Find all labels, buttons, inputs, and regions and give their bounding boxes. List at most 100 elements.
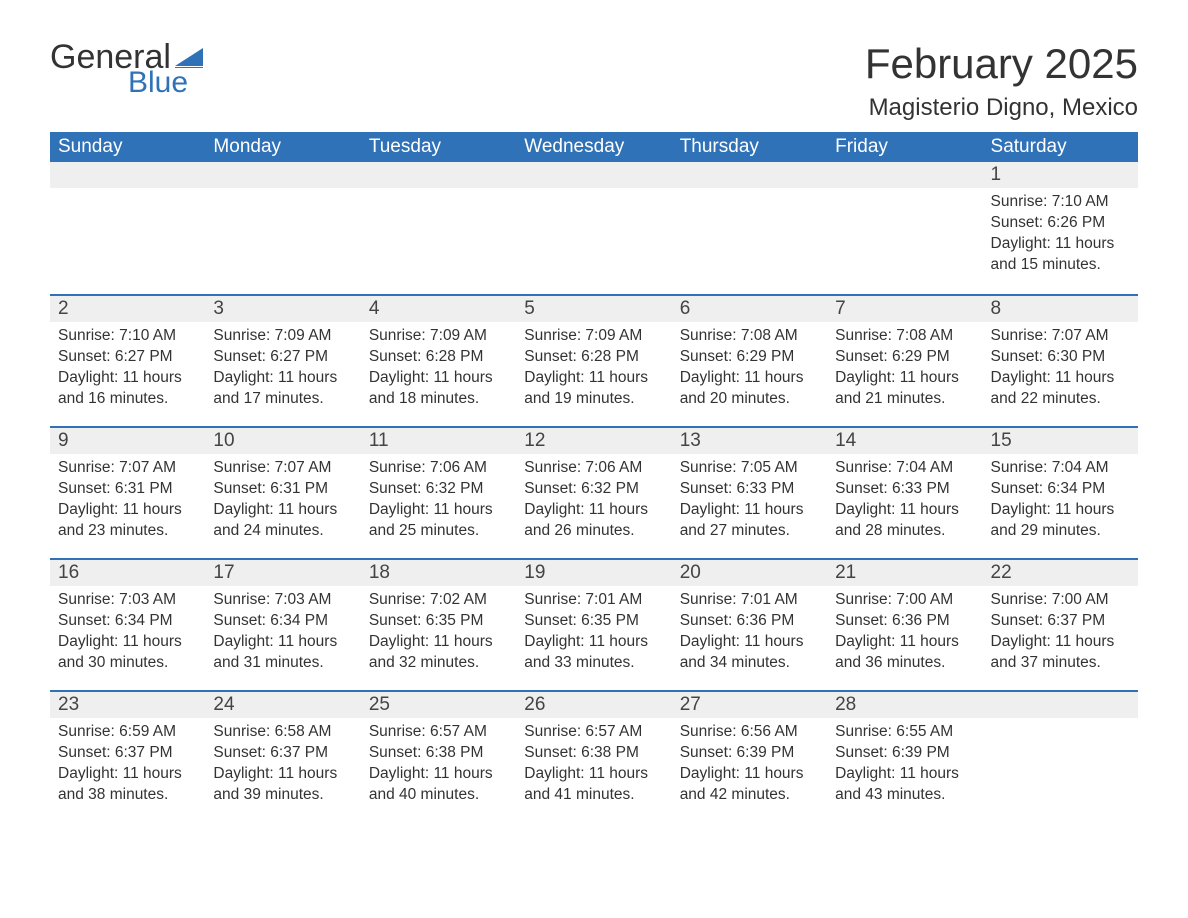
daylight-line: Daylight: 11 hours and 33 minutes. — [524, 632, 663, 674]
calendar-day-cell: 8Sunrise: 7:07 AMSunset: 6:30 PMDaylight… — [983, 294, 1138, 426]
sunrise-line: Sunrise: 7:03 AM — [213, 590, 352, 611]
day-content: Sunrise: 7:07 AMSunset: 6:31 PMDaylight:… — [205, 454, 360, 552]
calendar-day-cell: 7Sunrise: 7:08 AMSunset: 6:29 PMDaylight… — [827, 294, 982, 426]
weekday-header: Monday — [205, 132, 360, 162]
day-content: Sunrise: 7:05 AMSunset: 6:33 PMDaylight:… — [672, 454, 827, 552]
sunset-line: Sunset: 6:37 PM — [58, 743, 197, 764]
sunset-line: Sunset: 6:38 PM — [524, 743, 663, 764]
calendar-day-cell: 19Sunrise: 7:01 AMSunset: 6:35 PMDayligh… — [516, 558, 671, 690]
sunrise-line: Sunrise: 7:07 AM — [213, 458, 352, 479]
sunset-line: Sunset: 6:34 PM — [58, 611, 197, 632]
sunrise-line: Sunrise: 6:55 AM — [835, 722, 974, 743]
day-content — [50, 188, 205, 202]
calendar-day-cell: 27Sunrise: 6:56 AMSunset: 6:39 PMDayligh… — [672, 690, 827, 822]
sunset-line: Sunset: 6:26 PM — [991, 213, 1130, 234]
daylight-line: Daylight: 11 hours and 41 minutes. — [524, 764, 663, 806]
day-content: Sunrise: 7:03 AMSunset: 6:34 PMDaylight:… — [205, 586, 360, 684]
day-number: 15 — [983, 426, 1138, 454]
calendar-day-cell: 3Sunrise: 7:09 AMSunset: 6:27 PMDaylight… — [205, 294, 360, 426]
calendar-day-cell: 6Sunrise: 7:08 AMSunset: 6:29 PMDaylight… — [672, 294, 827, 426]
day-content: Sunrise: 7:07 AMSunset: 6:30 PMDaylight:… — [983, 322, 1138, 420]
flag-icon — [175, 48, 203, 68]
sunrise-line: Sunrise: 6:59 AM — [58, 722, 197, 743]
day-content — [516, 188, 671, 202]
calendar-day-cell — [361, 162, 516, 294]
daylight-line: Daylight: 11 hours and 29 minutes. — [991, 500, 1130, 542]
calendar-day-cell: 20Sunrise: 7:01 AMSunset: 6:36 PMDayligh… — [672, 558, 827, 690]
day-content — [205, 188, 360, 202]
day-content — [827, 188, 982, 202]
daylight-line: Daylight: 11 hours and 23 minutes. — [58, 500, 197, 542]
day-number: 19 — [516, 558, 671, 586]
calendar-day-cell: 15Sunrise: 7:04 AMSunset: 6:34 PMDayligh… — [983, 426, 1138, 558]
daylight-line: Daylight: 11 hours and 38 minutes. — [58, 764, 197, 806]
daylight-line: Daylight: 11 hours and 28 minutes. — [835, 500, 974, 542]
day-number: 6 — [672, 294, 827, 322]
sunrise-line: Sunrise: 7:08 AM — [835, 326, 974, 347]
day-number: 17 — [205, 558, 360, 586]
daylight-line: Daylight: 11 hours and 42 minutes. — [680, 764, 819, 806]
daylight-line: Daylight: 11 hours and 37 minutes. — [991, 632, 1130, 674]
sunset-line: Sunset: 6:38 PM — [369, 743, 508, 764]
daylight-line: Daylight: 11 hours and 22 minutes. — [991, 368, 1130, 410]
day-number: 11 — [361, 426, 516, 454]
sunset-line: Sunset: 6:27 PM — [213, 347, 352, 368]
day-content: Sunrise: 6:57 AMSunset: 6:38 PMDaylight:… — [516, 718, 671, 816]
sunrise-line: Sunrise: 7:00 AM — [835, 590, 974, 611]
calendar-day-cell — [672, 162, 827, 294]
sunset-line: Sunset: 6:31 PM — [58, 479, 197, 500]
calendar-day-cell: 5Sunrise: 7:09 AMSunset: 6:28 PMDaylight… — [516, 294, 671, 426]
day-number: 16 — [50, 558, 205, 586]
day-number: 8 — [983, 294, 1138, 322]
day-number — [205, 162, 360, 188]
sunset-line: Sunset: 6:31 PM — [213, 479, 352, 500]
sunset-line: Sunset: 6:33 PM — [680, 479, 819, 500]
weekday-header: Wednesday — [516, 132, 671, 162]
sunrise-line: Sunrise: 7:09 AM — [213, 326, 352, 347]
day-number: 22 — [983, 558, 1138, 586]
day-number: 9 — [50, 426, 205, 454]
day-content: Sunrise: 7:08 AMSunset: 6:29 PMDaylight:… — [672, 322, 827, 420]
day-content: Sunrise: 7:06 AMSunset: 6:32 PMDaylight:… — [361, 454, 516, 552]
sunrise-line: Sunrise: 6:58 AM — [213, 722, 352, 743]
day-content: Sunrise: 6:58 AMSunset: 6:37 PMDaylight:… — [205, 718, 360, 816]
daylight-line: Daylight: 11 hours and 36 minutes. — [835, 632, 974, 674]
day-number: 24 — [205, 690, 360, 718]
weekday-header: Thursday — [672, 132, 827, 162]
day-number: 7 — [827, 294, 982, 322]
sunset-line: Sunset: 6:32 PM — [369, 479, 508, 500]
sunrise-line: Sunrise: 7:03 AM — [58, 590, 197, 611]
sunset-line: Sunset: 6:37 PM — [213, 743, 352, 764]
sunset-line: Sunset: 6:35 PM — [369, 611, 508, 632]
calendar-day-cell: 13Sunrise: 7:05 AMSunset: 6:33 PMDayligh… — [672, 426, 827, 558]
calendar-day-cell: 11Sunrise: 7:06 AMSunset: 6:32 PMDayligh… — [361, 426, 516, 558]
daylight-line: Daylight: 11 hours and 25 minutes. — [369, 500, 508, 542]
sunset-line: Sunset: 6:29 PM — [835, 347, 974, 368]
day-number: 21 — [827, 558, 982, 586]
day-content: Sunrise: 6:56 AMSunset: 6:39 PMDaylight:… — [672, 718, 827, 816]
sunset-line: Sunset: 6:33 PM — [835, 479, 974, 500]
day-number: 23 — [50, 690, 205, 718]
calendar-day-cell: 26Sunrise: 6:57 AMSunset: 6:38 PMDayligh… — [516, 690, 671, 822]
day-number: 1 — [983, 162, 1138, 188]
sunset-line: Sunset: 6:28 PM — [369, 347, 508, 368]
day-number — [50, 162, 205, 188]
calendar-day-cell — [50, 162, 205, 294]
day-number: 10 — [205, 426, 360, 454]
day-content: Sunrise: 7:10 AMSunset: 6:26 PMDaylight:… — [983, 188, 1138, 286]
location: Magisterio Digno, Mexico — [865, 94, 1138, 122]
calendar-week-row: 2Sunrise: 7:10 AMSunset: 6:27 PMDaylight… — [50, 294, 1138, 426]
calendar-day-cell: 22Sunrise: 7:00 AMSunset: 6:37 PMDayligh… — [983, 558, 1138, 690]
day-content: Sunrise: 7:09 AMSunset: 6:28 PMDaylight:… — [516, 322, 671, 420]
day-number: 12 — [516, 426, 671, 454]
day-content: Sunrise: 7:09 AMSunset: 6:28 PMDaylight:… — [361, 322, 516, 420]
calendar-table: SundayMondayTuesdayWednesdayThursdayFrid… — [50, 132, 1138, 822]
sunrise-line: Sunrise: 7:06 AM — [369, 458, 508, 479]
daylight-line: Daylight: 11 hours and 30 minutes. — [58, 632, 197, 674]
day-content — [983, 718, 1138, 732]
sunset-line: Sunset: 6:34 PM — [213, 611, 352, 632]
daylight-line: Daylight: 11 hours and 18 minutes. — [369, 368, 508, 410]
header: General Blue February 2025 Magisterio Di… — [50, 40, 1138, 122]
day-content: Sunrise: 7:04 AMSunset: 6:33 PMDaylight:… — [827, 454, 982, 552]
day-content: Sunrise: 6:55 AMSunset: 6:39 PMDaylight:… — [827, 718, 982, 816]
